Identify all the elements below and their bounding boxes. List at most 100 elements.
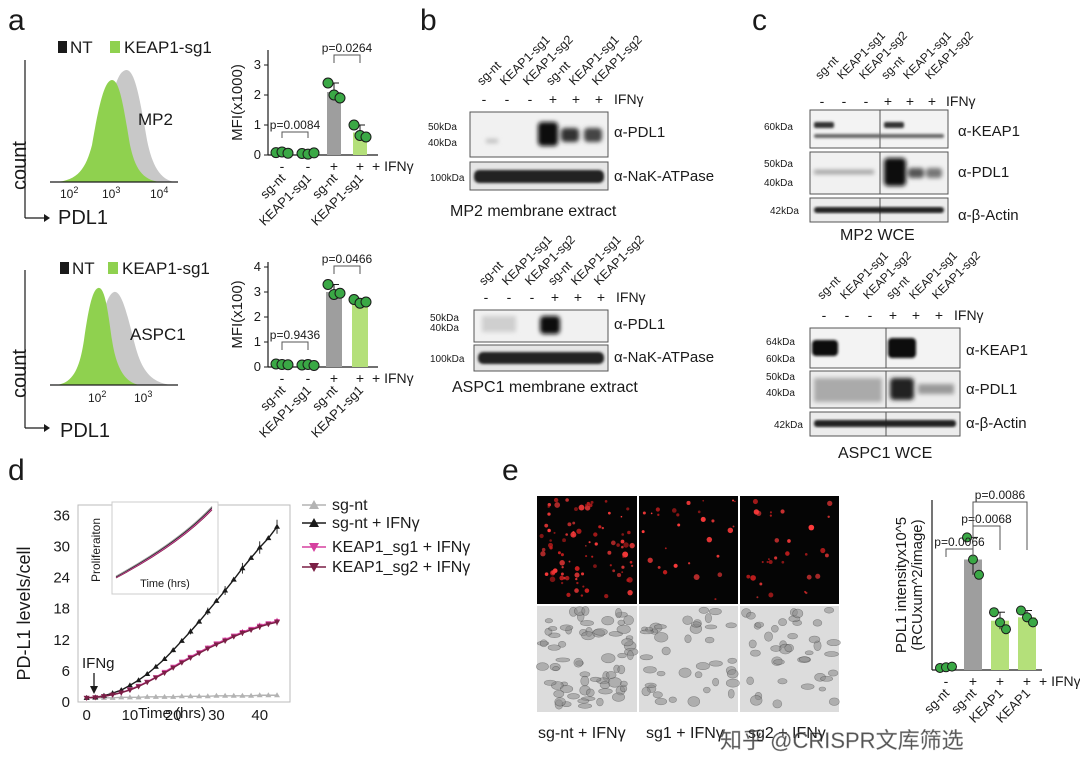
ifn-mark: + (1023, 673, 1031, 689)
data-point (161, 655, 168, 661)
fluorescent-spot (717, 572, 723, 578)
y-tick-label: 2 (254, 309, 261, 324)
cell-shape (727, 657, 738, 664)
fluorescent-spot (585, 555, 588, 558)
inset-series-line (115, 506, 213, 577)
cell-shape (727, 688, 735, 699)
data-point (322, 77, 334, 89)
fluorescent-spot (580, 594, 584, 597)
fluorescent-spot (671, 508, 677, 513)
fluorescent-spot (616, 573, 622, 578)
fluorescent-spot (622, 555, 625, 558)
cell-shape (623, 615, 634, 626)
data-point (962, 532, 972, 543)
data-point (126, 682, 133, 688)
fluorescent-spot (621, 571, 624, 574)
fluorescence-image-sg-nt (537, 496, 637, 604)
legend-sg-label: KEAP1-sg1 (122, 259, 210, 278)
data-point (256, 544, 263, 550)
fluorescent-spot (673, 563, 678, 568)
fluorescent-spot (662, 570, 668, 575)
ifn-mark: + (889, 307, 897, 323)
data-point (308, 147, 320, 159)
fluorescent-spot (621, 545, 624, 549)
panel-a-legend-bottom: NT KEAP1-sg1 (60, 259, 210, 278)
fluorescent-spot (732, 499, 735, 502)
fluorescent-spot (808, 524, 815, 531)
fluorescent-spot (746, 574, 751, 579)
cell-shape (621, 638, 634, 647)
fluorescent-spot (567, 522, 572, 527)
legend-label: sg-nt + IFNγ (332, 515, 420, 532)
blot-c-top: 60kDa α-KEAP1 50kDa 40kDa α-PDL1 42kDa α… (764, 109, 1020, 244)
data-point (135, 694, 142, 700)
y-tick-label: 12 (53, 632, 70, 649)
cell-shape (824, 651, 839, 657)
cell-shape (559, 624, 574, 631)
cell-shape (820, 675, 834, 682)
data-point (947, 661, 957, 672)
y-tick-label: 0 (254, 359, 261, 374)
data-point (274, 692, 281, 698)
fluorescent-spot (604, 594, 609, 599)
bar (327, 92, 341, 155)
y-axis-label-2: (RCUxum^2/image) (909, 519, 926, 650)
cell-shape (787, 632, 798, 640)
data-point (222, 587, 229, 593)
cell-shape (725, 622, 737, 629)
fluorescent-spot (781, 560, 785, 564)
data-point (170, 647, 177, 653)
fluorescent-spot (607, 550, 612, 555)
data-point (135, 684, 142, 690)
bar (352, 302, 368, 367)
y-tick-label: 24 (53, 570, 70, 587)
cell-shape (581, 606, 590, 616)
cell-shape (599, 681, 611, 689)
cell-shape (619, 680, 628, 687)
panel-label-e: e (502, 454, 519, 487)
data-point (118, 694, 125, 700)
ifn-label: IFNγ (954, 307, 984, 323)
p-value-label: p=0.0084 (270, 118, 321, 132)
lane-label: sg-nt (474, 58, 504, 88)
fluorescent-spot (732, 525, 735, 528)
fluorescent-spot (769, 511, 773, 514)
data-point (152, 693, 159, 699)
mw-marker: 64kDa (766, 337, 795, 348)
data-point (239, 692, 246, 698)
cell-shape (596, 697, 604, 707)
fluorescent-spot (593, 564, 597, 568)
hist-tick-label: 102 (60, 185, 78, 201)
cell-shape (687, 696, 701, 707)
fluorescent-spot (641, 530, 645, 534)
fluorescent-spot (787, 539, 791, 543)
significance-bracket (333, 265, 361, 274)
fluorescent-spot (554, 502, 561, 508)
p-value-label: p=0.0068 (961, 512, 1012, 526)
y-axis-label: MFI(x100) (229, 280, 246, 348)
data-point (348, 119, 360, 131)
fluorescent-spot (551, 570, 556, 575)
fluorescent-spot (687, 562, 691, 565)
fluorescent-spot (697, 510, 701, 514)
blot-caption: ASPC1 WCE (838, 445, 932, 462)
ifn-mark: - (280, 158, 285, 174)
mw-marker: 50kDa (428, 122, 457, 133)
cell-shape (726, 669, 739, 679)
data-point (230, 576, 237, 582)
cell-shape (567, 693, 580, 700)
cell-shape (555, 657, 571, 663)
legend-label: KEAP1_sg2 + IFNγ (332, 559, 470, 576)
cell-shape (784, 643, 794, 653)
data-point (1001, 624, 1011, 635)
legend-sg-label: KEAP1-sg1 (124, 38, 212, 57)
cell-shape (548, 626, 558, 632)
cell-shape (826, 639, 841, 647)
cell-shape (778, 618, 787, 626)
cell-shape (764, 631, 773, 642)
fluorescent-spot (768, 559, 773, 564)
mw-marker: 50kDa (764, 159, 793, 170)
data-point (265, 692, 272, 698)
p-value-label: p=0.0264 (322, 41, 373, 55)
hist-cell-line-label: MP2 (138, 110, 173, 129)
